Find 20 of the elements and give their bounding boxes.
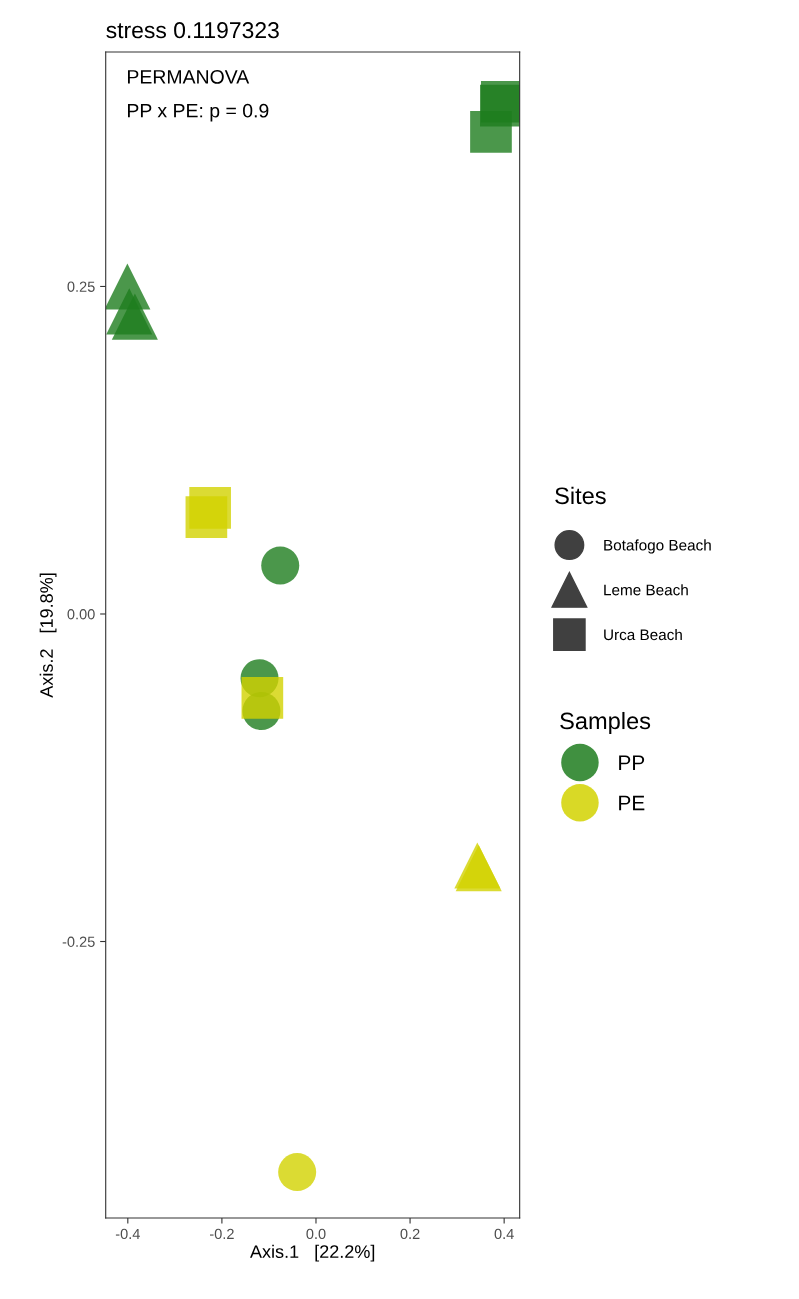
text: Urca Beach	[604, 628, 682, 641]
chart-title: stress 0.1197323	[106, 22, 279, 39]
legend-label: PP	[619, 755, 645, 770]
annotation: PERMANOVA	[128, 69, 250, 84]
y-tick-label: -0.25	[62, 936, 95, 947]
y-tick-label: 0.25	[67, 281, 95, 292]
x-tick-label: 0.0	[306, 1228, 326, 1240]
text: Leme Beach	[604, 584, 688, 596]
y-tick-label: 0.00	[67, 609, 95, 620]
x-tick-label: 0.2	[400, 1228, 420, 1240]
legend-label: PE	[619, 795, 645, 811]
y-axis-title: Axis.2 [19.8%]	[39, 573, 57, 698]
legend-title: Samples	[560, 711, 651, 734]
x-tick-label: -0.2	[209, 1228, 234, 1240]
x-tick-label: -0.4	[115, 1228, 140, 1240]
annotation: PP x PE: p = 0.9	[128, 103, 269, 122]
text: Sites	[555, 486, 606, 505]
x-axis-title: Axis.1 [22.2%]	[250, 1244, 375, 1262]
text: Botafogo Beach	[604, 539, 711, 554]
x-tick-label: 0.4	[494, 1228, 514, 1240]
